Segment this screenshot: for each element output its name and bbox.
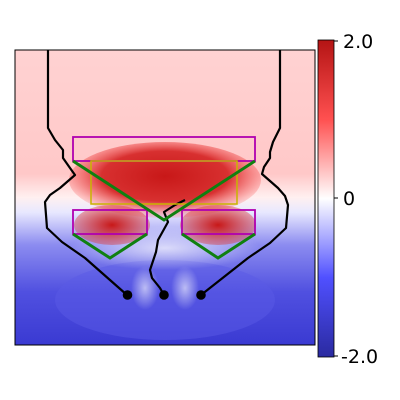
electrode-line-left [43,50,128,296]
right-rectangle [181,209,256,235]
region-overlays [72,136,256,260]
electrode-lines [43,50,290,296]
electrode-tip [196,290,206,300]
electrode-line-center [148,199,186,296]
left-rectangle [72,209,148,235]
electrode-line-right [200,50,290,296]
colorbar: 2.0 0 -2.0 [317,31,378,368]
electrode-tips [122,290,206,300]
right-triangle [181,232,256,260]
colorbar-tick-zero: 0 [343,188,355,210]
colorbar-tick-max: 2.0 [343,31,373,53]
electrode-tip [159,290,169,300]
electrode-tip [122,290,133,300]
heatmap [15,50,315,345]
plot-frame [14,49,316,346]
upper-triangle [72,159,256,222]
colorbar-tick-min: -2.0 [341,346,378,368]
left-triangle [72,232,148,260]
colorbar-scale [317,39,335,358]
center-rectangle [90,160,238,205]
